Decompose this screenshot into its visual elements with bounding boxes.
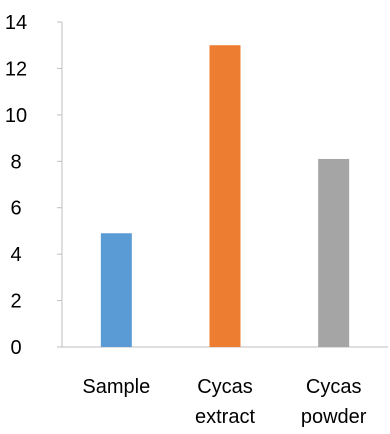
bar xyxy=(209,45,241,347)
x-category-label: Cycas extract xyxy=(195,376,255,428)
x-category-label-line: extract xyxy=(195,406,255,428)
x-category-label-line: Sample xyxy=(82,376,150,398)
category-labels: Sample Cycas extract Cycas powder xyxy=(82,376,366,428)
y-tick-label: 2 xyxy=(10,291,21,313)
y-tick-label: 14 xyxy=(5,12,27,34)
x-category-label: Cycas powder xyxy=(301,376,367,428)
x-category-label-line: Cycas xyxy=(306,376,362,398)
x-category-label-line: Cycas xyxy=(197,376,253,398)
x-category-label-line: powder xyxy=(301,406,367,428)
x-category-label: Sample xyxy=(82,376,150,398)
y-tick-label: 4 xyxy=(10,244,21,266)
y-tick-label: 8 xyxy=(10,151,21,173)
y-tick-label: 0 xyxy=(10,337,21,359)
bars xyxy=(100,45,350,347)
bar xyxy=(100,233,132,347)
y-tick-label: 12 xyxy=(5,58,27,80)
y-axis: 0 2 4 6 8 10 12 14 xyxy=(5,12,63,359)
bar xyxy=(318,158,350,347)
y-tick-label: 10 xyxy=(5,105,27,127)
y-tick-label: 6 xyxy=(10,198,21,220)
